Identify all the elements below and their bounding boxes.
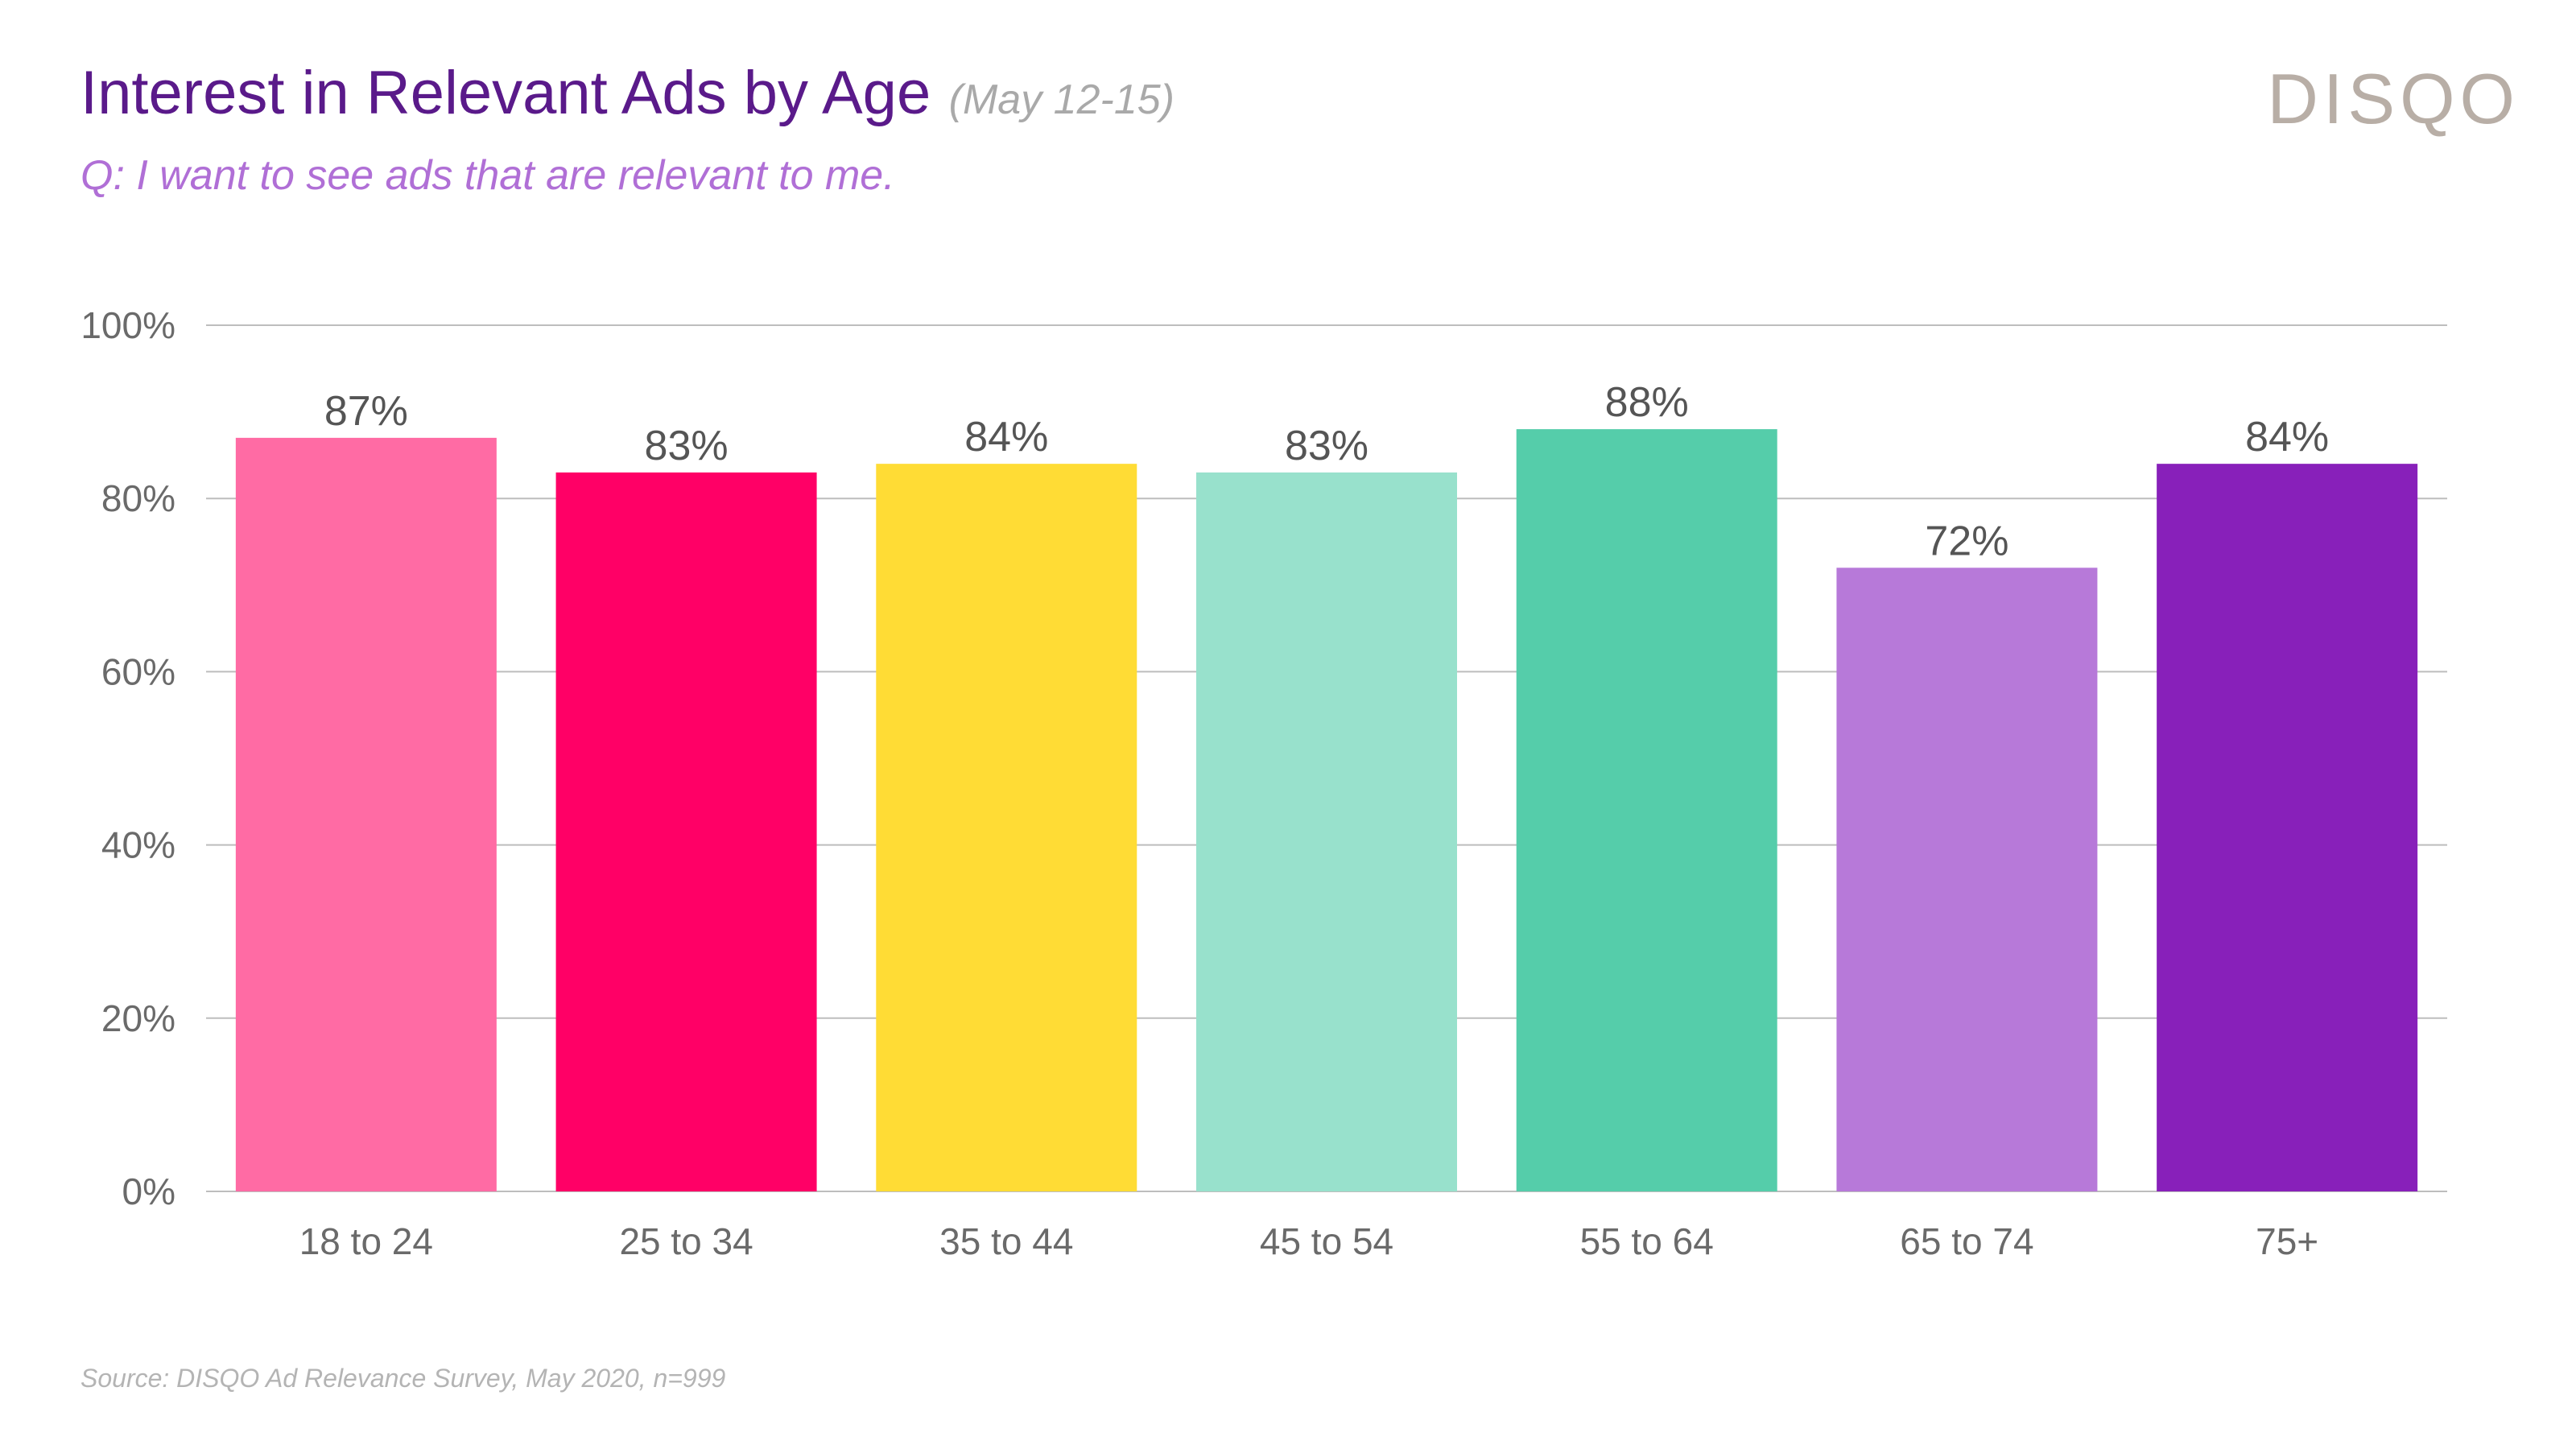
data-label: 83%	[645, 423, 729, 469]
data-label: 88%	[1605, 379, 1689, 426]
x-category-label: 35 to 44	[939, 1220, 1073, 1262]
bar-35-to-44	[876, 464, 1137, 1191]
data-label: 84%	[2245, 414, 2329, 460]
page-title: Interest in Relevant Ads by Age	[80, 59, 931, 127]
y-tick-label: 20%	[101, 997, 175, 1039]
x-category-label: 18 to 24	[299, 1220, 433, 1262]
data-label: 87%	[324, 388, 408, 435]
disqo-logo: DISQO	[2267, 59, 2520, 138]
source-note: Source: DISQO Ad Relevance Survey, May 2…	[80, 1364, 726, 1393]
bar-75	[2157, 464, 2418, 1191]
x-category-label: 55 to 64	[1580, 1220, 1714, 1262]
date-range: (May 12-15)	[948, 76, 1174, 123]
data-label: 83%	[1285, 423, 1368, 469]
data-label: 84%	[964, 414, 1048, 460]
x-category-label: 75+	[2256, 1220, 2318, 1262]
y-tick-label: 0%	[122, 1170, 175, 1212]
x-category-label: 25 to 34	[619, 1220, 753, 1262]
data-labels: 87% 83% 84% 83% 88% 72% 84%	[324, 379, 2329, 564]
bars	[235, 429, 2418, 1191]
bar-45-to-54	[1196, 472, 1457, 1191]
data-label: 72%	[1925, 518, 2008, 564]
bar-55-to-64	[1516, 429, 1777, 1191]
y-tick-label: 80%	[101, 477, 175, 519]
x-category-label: 65 to 74	[1900, 1220, 2033, 1262]
y-tick-label: 100%	[80, 304, 175, 346]
bar-65-to-74	[1836, 568, 2098, 1191]
x-category-label: 45 to 54	[1260, 1220, 1393, 1262]
title-row: Interest in Relevant Ads by Age (May 12-…	[80, 58, 1174, 128]
bar-25-to-34	[555, 472, 817, 1191]
y-tick-label: 40%	[101, 824, 175, 866]
bar-18-to-24	[235, 437, 497, 1191]
y-tick-label: 60%	[101, 650, 175, 692]
survey-question: Q: I want to see ads that are relevant t…	[80, 152, 895, 199]
y-axis-ticks: 0% 20% 40% 60% 80% 100%	[80, 304, 175, 1212]
x-axis-categories: 18 to 24 25 to 34 35 to 44 45 to 54 55 to 64…	[299, 1220, 2318, 1262]
